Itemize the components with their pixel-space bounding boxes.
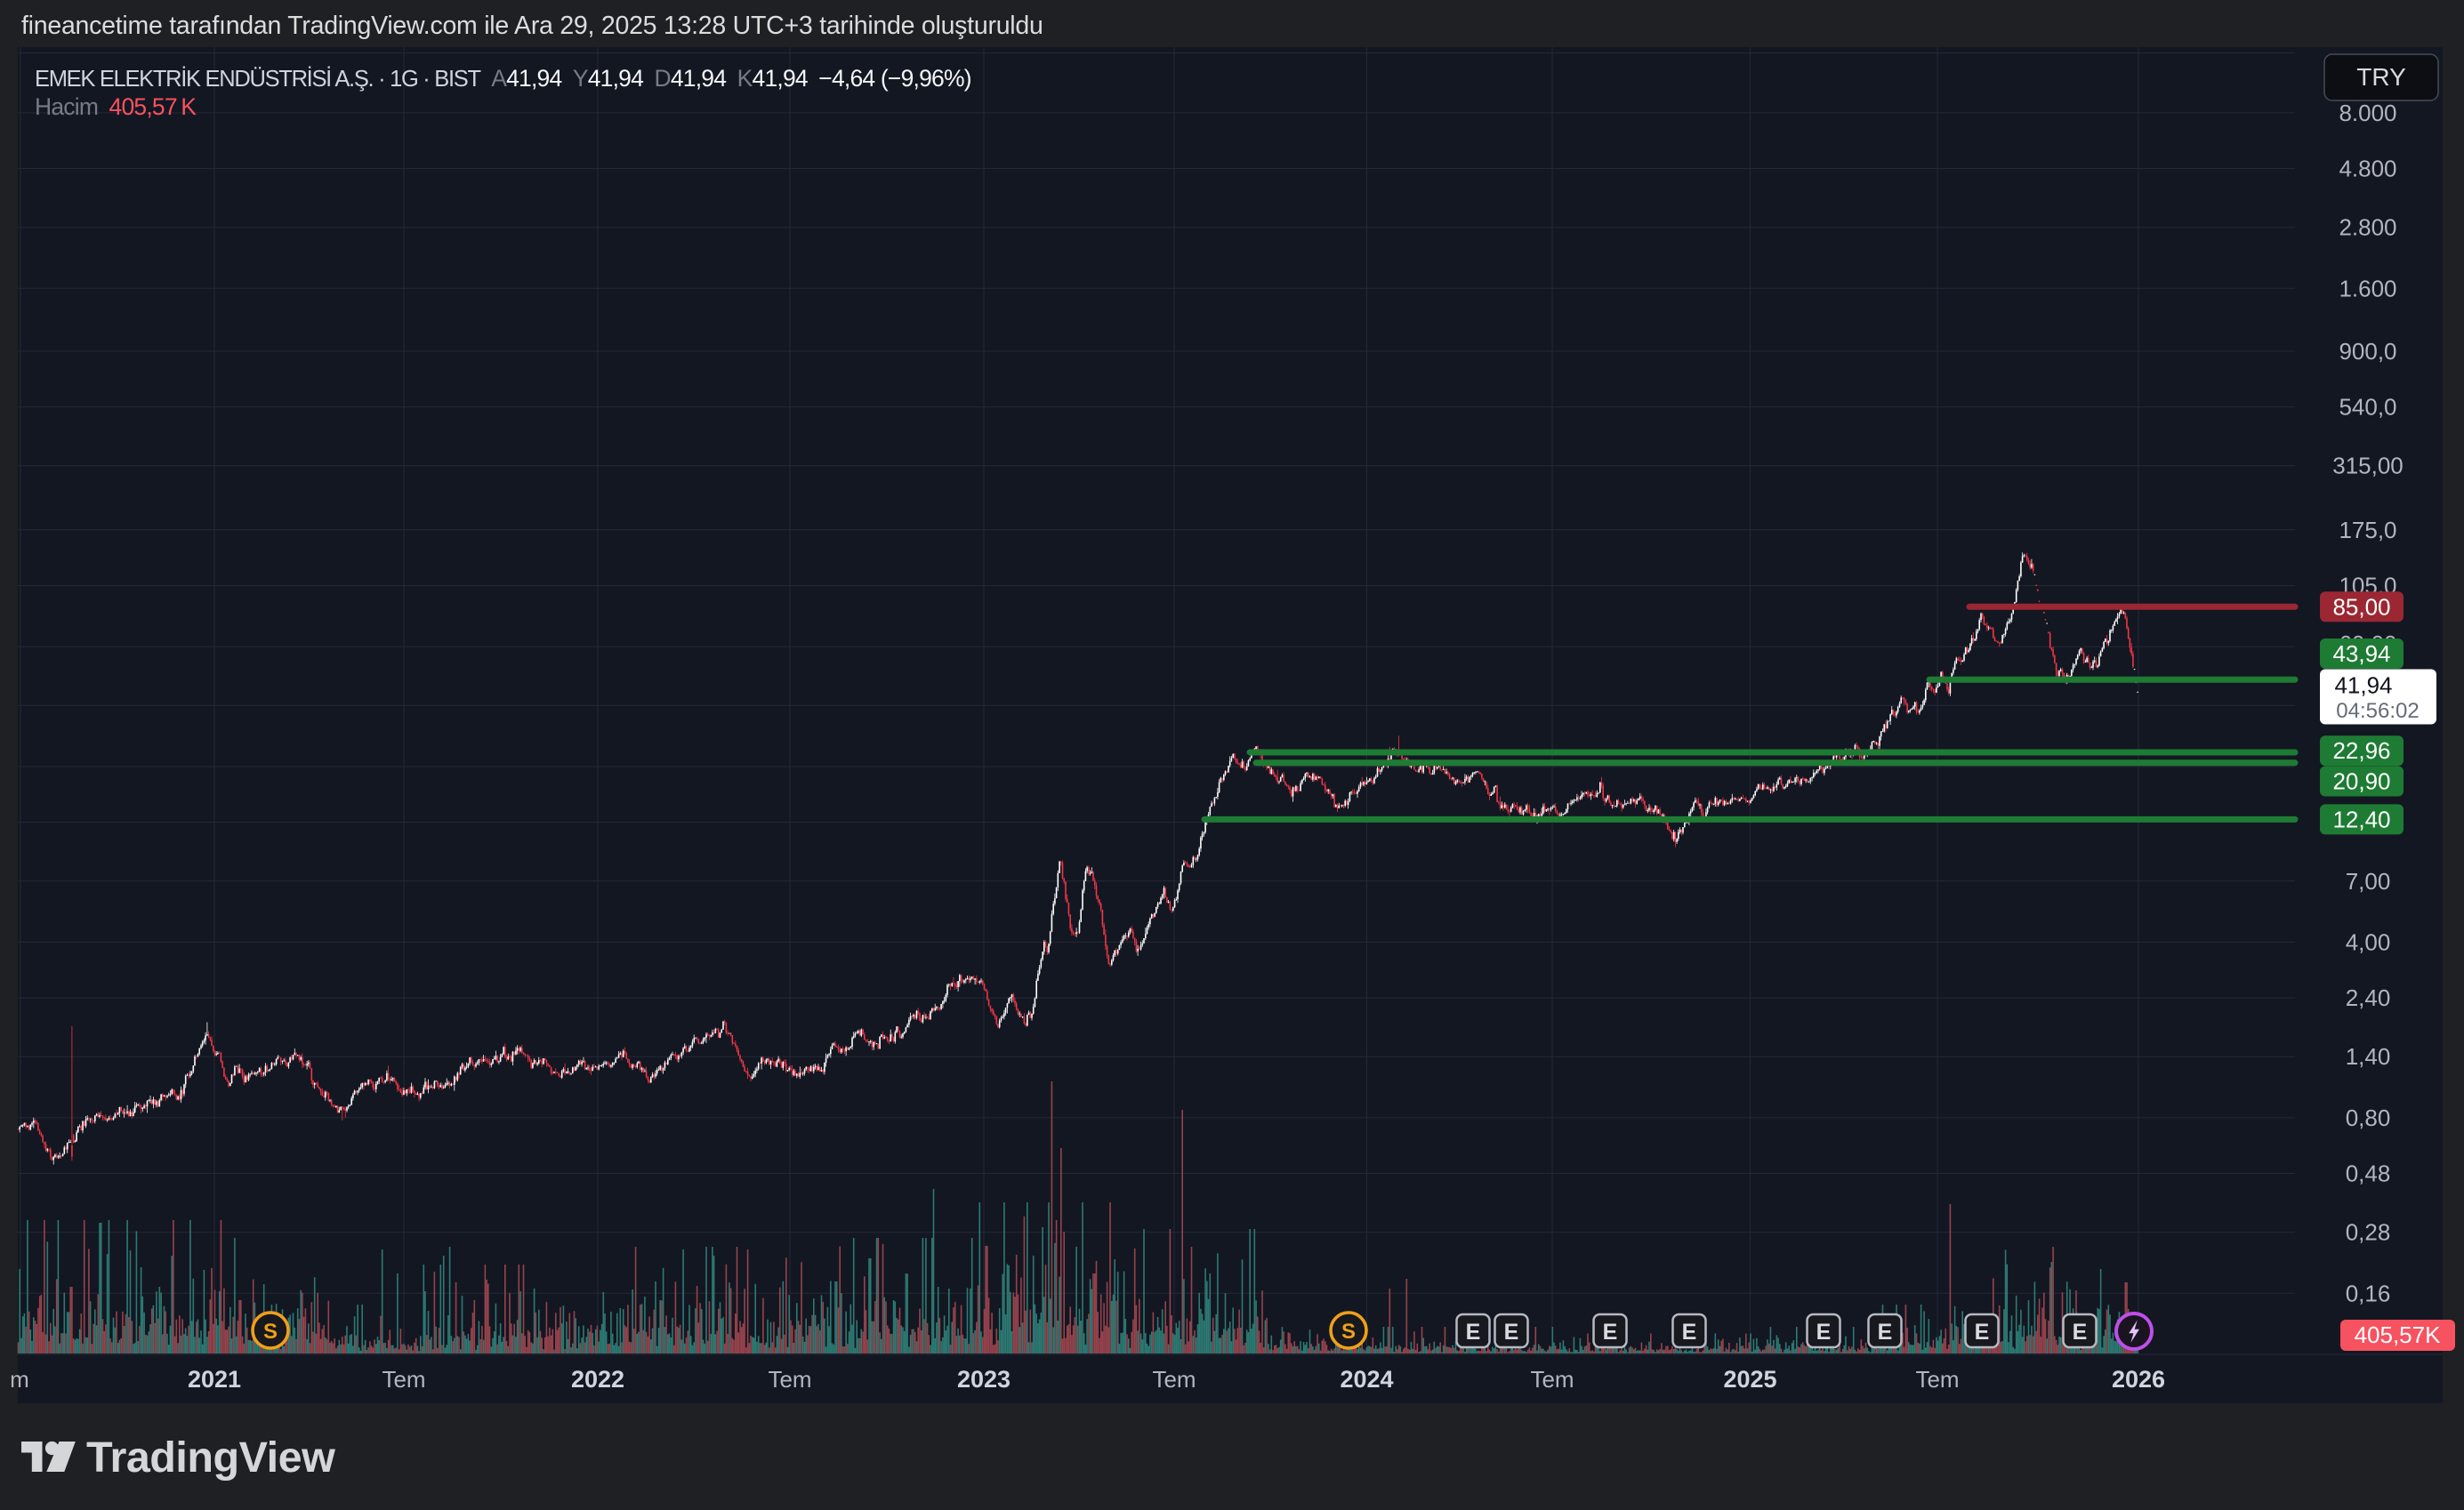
svg-text:Tem: Tem: [1915, 1366, 1959, 1393]
svg-text:E: E: [1878, 1320, 1893, 1345]
svg-text:TradingView: TradingView: [86, 1434, 335, 1482]
svg-text:4.800: 4.800: [2339, 156, 2396, 182]
svg-text:Tem: Tem: [768, 1366, 811, 1393]
svg-text:E: E: [2073, 1320, 2088, 1345]
svg-text:315,00: 315,00: [2332, 453, 2404, 479]
svg-text:540,0: 540,0: [2339, 394, 2396, 421]
svg-text:E: E: [1816, 1320, 1832, 1345]
svg-text:Tem: Tem: [1530, 1366, 1574, 1393]
svg-text:20,90: 20,90: [2332, 768, 2390, 795]
svg-text:22,96: 22,96: [2332, 737, 2390, 764]
svg-text:85,00: 85,00: [2332, 593, 2390, 620]
svg-text:2026: 2026: [2112, 1366, 2165, 1393]
svg-text:4,00: 4,00: [2346, 928, 2391, 955]
svg-text:2,40: 2,40: [2346, 984, 2391, 1011]
svg-text:1,40: 1,40: [2346, 1043, 2391, 1070]
svg-text:900,0: 900,0: [2339, 338, 2396, 365]
svg-text:S: S: [263, 1320, 278, 1344]
svg-text:2.800: 2.800: [2339, 214, 2396, 241]
svg-text:1.600: 1.600: [2339, 275, 2396, 301]
svg-text:2023: 2023: [957, 1366, 1011, 1393]
svg-text:405,57K: 405,57K: [2355, 1321, 2442, 1348]
svg-text:Tem: Tem: [1152, 1366, 1196, 1393]
svg-text:E: E: [1975, 1320, 1990, 1345]
svg-text:43,94: 43,94: [2332, 640, 2390, 667]
svg-text:2024: 2024: [1340, 1366, 1393, 1393]
svg-text:S: S: [1341, 1320, 1356, 1344]
svg-text:0,28: 0,28: [2346, 1219, 2391, 1246]
svg-text:12,40: 12,40: [2332, 806, 2390, 832]
svg-text:2025: 2025: [1723, 1366, 1776, 1393]
svg-text:Tem: Tem: [382, 1366, 425, 1393]
svg-text:7,00: 7,00: [2346, 868, 2391, 895]
svg-text:Hacim 405,57 K: Hacim 405,57 K: [35, 93, 197, 120]
svg-text:TRY: TRY: [2356, 63, 2406, 91]
svg-text:0,80: 0,80: [2346, 1104, 2391, 1131]
svg-text:EMEK ELEKTRİK ENDÜSTRİSİ A.Ş.: EMEK ELEKTRİK ENDÜSTRİSİ A.Ş. · 1G · BIS…: [35, 65, 971, 92]
svg-text:2022: 2022: [571, 1366, 624, 1393]
svg-text:175,0: 175,0: [2339, 517, 2396, 543]
svg-text:8.000: 8.000: [2339, 100, 2396, 126]
svg-text:E: E: [1504, 1320, 1519, 1345]
svg-text:fineancetime tarafından Tradin: fineancetime tarafından TradingView.com …: [21, 12, 1043, 40]
svg-text:E: E: [1682, 1320, 1697, 1345]
svg-text:0,16: 0,16: [2346, 1280, 2391, 1306]
svg-text:E: E: [1466, 1320, 1481, 1345]
svg-text:2021: 2021: [188, 1366, 241, 1393]
svg-text:04:56:02: 04:56:02: [2336, 699, 2419, 723]
svg-text:m: m: [10, 1366, 29, 1393]
svg-text:0,48: 0,48: [2346, 1161, 2391, 1187]
svg-text:41,94: 41,94: [2334, 672, 2392, 699]
svg-text:E: E: [1603, 1320, 1618, 1345]
